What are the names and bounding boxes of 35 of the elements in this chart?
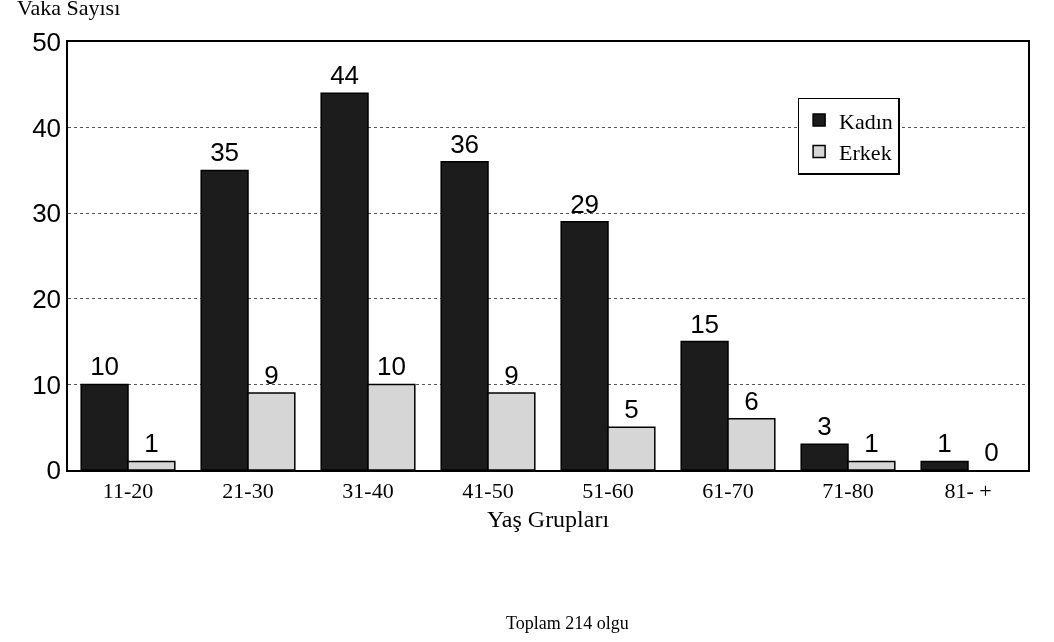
x-tick-label: 61-70 xyxy=(702,478,754,504)
data-label: 1 xyxy=(864,428,879,459)
text: Toplam 214 olgu xyxy=(506,613,629,633)
x-tick-label: 71-80 xyxy=(822,478,874,504)
x-tick-label: 31-40 xyxy=(342,478,394,504)
data-label: 44 xyxy=(330,60,360,91)
x-tick-label: 11-20 xyxy=(102,478,154,504)
data-label: 0 xyxy=(984,437,999,467)
data-label: 5 xyxy=(624,394,639,425)
y-tick-label: 30 xyxy=(32,198,62,229)
data-label: 1 xyxy=(937,428,952,459)
data-label: 3 xyxy=(817,411,832,442)
x-tick-label: 41-50 xyxy=(462,478,514,504)
data-label: 35 xyxy=(210,137,240,168)
data-label: 36 xyxy=(450,128,480,159)
y-tick-label: 40 xyxy=(32,112,62,143)
legend-label: Kadın xyxy=(839,108,893,134)
data-label: 10 xyxy=(90,351,120,382)
data-label: 6 xyxy=(744,385,759,416)
x-tick-label: 81- + xyxy=(944,478,992,504)
data-label: 29 xyxy=(570,188,600,219)
y-tick-label: 50 xyxy=(32,27,62,58)
y-tick-label: 10 xyxy=(32,369,62,400)
data-label: 10 xyxy=(376,351,406,382)
data-label: 1 xyxy=(144,428,159,459)
x-axis-title: Yaş Grupları xyxy=(486,505,610,532)
data-label: 15 xyxy=(690,308,720,339)
data-label: 9 xyxy=(264,359,279,390)
x-tick-label: 51-60 xyxy=(582,478,634,504)
legend-label: Erkek xyxy=(839,140,892,166)
y-tick-label: 0 xyxy=(46,455,62,486)
y-tick-label: 20 xyxy=(32,283,62,314)
x-tick-label: 21-30 xyxy=(222,478,274,504)
y-axis-title: Vaka Sayısı xyxy=(17,0,121,20)
data-label: 9 xyxy=(504,359,519,390)
